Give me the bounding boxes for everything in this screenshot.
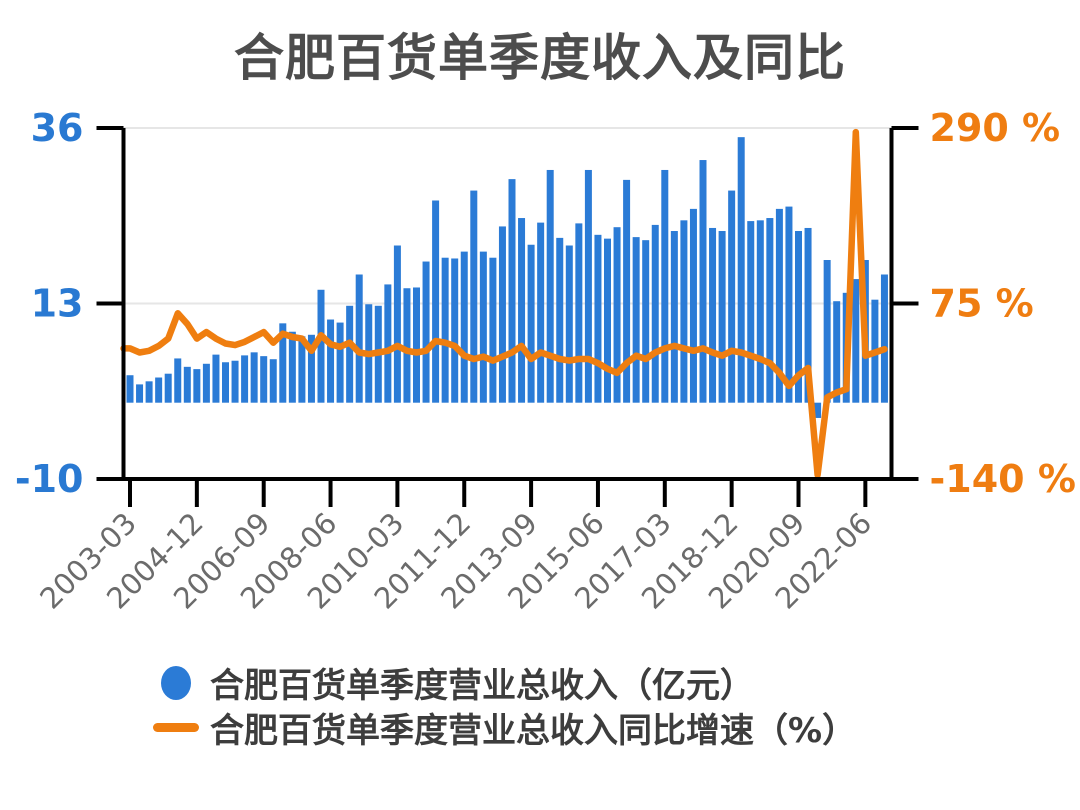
legend-item-growth[interactable]: 合肥百货单季度营业总收入同比增速（%） (150, 705, 857, 751)
revenue-bar (689, 208, 697, 403)
revenue-bar (584, 169, 592, 403)
revenue-bar (880, 274, 888, 403)
revenue-bar (451, 258, 459, 403)
legend-label-revenue: 合肥百货单季度营业总收入（亿元） (210, 666, 754, 706)
revenue-bar (422, 261, 430, 403)
revenue-bar (346, 305, 354, 403)
revenue-bar (498, 226, 506, 403)
left-axis-label: 36 (31, 106, 84, 150)
legend-label-growth: 合肥百货单季度营业总收入同比增速（%） (210, 711, 857, 751)
revenue-bar (747, 221, 755, 403)
revenue-bar (193, 369, 201, 403)
revenue-bar (441, 257, 449, 403)
revenue-bar (413, 287, 420, 403)
revenue-bar (384, 284, 392, 403)
growth-line (120, 128, 888, 479)
chart-title: 合肥百货单季度收入及同比 (234, 29, 846, 87)
revenue-bar (136, 384, 144, 403)
revenue-circle-icon (161, 665, 191, 700)
right-axis-label: -140 % (930, 457, 1076, 501)
right-axis-label: 290 % (930, 106, 1061, 150)
revenue-bar (288, 331, 296, 403)
revenue-bar (833, 301, 841, 403)
revenue-bar (432, 200, 440, 403)
revenue-bar (202, 363, 210, 403)
revenue-bar (680, 220, 688, 403)
left-axis-label: 13 (31, 282, 84, 326)
revenue-bar (604, 238, 611, 403)
revenue-bar (642, 240, 650, 403)
marker-box (150, 665, 202, 700)
revenue-bar (718, 231, 726, 403)
revenue-bar (632, 237, 640, 403)
revenue-bar (728, 190, 736, 403)
revenue-bar (307, 334, 315, 403)
revenue-bar (279, 323, 287, 403)
revenue-bar (795, 231, 802, 403)
revenue-bar (670, 231, 678, 403)
revenue-bar (393, 245, 401, 403)
revenue-bar (403, 288, 411, 403)
revenue-bar (556, 237, 564, 403)
left-axis-label: -10 (15, 457, 84, 501)
revenue-bar (546, 169, 554, 403)
revenue-bar (651, 224, 659, 403)
revenue-bar (508, 179, 516, 403)
revenue-bar (470, 190, 478, 403)
revenue-bar (174, 358, 182, 403)
revenue-bar (336, 322, 344, 403)
right-axis-label: 75 % (930, 282, 1034, 326)
growth-line-icon (153, 723, 199, 732)
revenue-bar (317, 289, 325, 403)
revenue-bar (155, 377, 163, 403)
revenue-bar (269, 359, 277, 403)
revenue-bar (785, 206, 793, 403)
revenue-bar (145, 381, 153, 403)
revenue-bar (241, 355, 249, 403)
revenue-bar (260, 356, 268, 403)
legend: 合肥百货单季度营业总收入（亿元） 合肥百货单季度营业总收入同比增速（%） (150, 660, 857, 751)
revenue-bar (699, 160, 707, 403)
revenue-bar (575, 223, 583, 403)
revenue-bar (756, 220, 764, 403)
revenue-bar (623, 179, 631, 403)
revenue-bar (852, 279, 860, 403)
legend-item-revenue[interactable]: 合肥百货单季度营业总收入（亿元） (150, 660, 856, 706)
revenue-bar (766, 218, 774, 403)
revenue-bar (613, 227, 621, 403)
revenue-bar (298, 336, 306, 403)
revenue-bar (823, 260, 831, 403)
revenue-bar (355, 274, 363, 403)
revenue-bar (460, 251, 468, 403)
revenue-bar (594, 234, 602, 403)
revenue-bar (327, 319, 335, 403)
revenue-bar (814, 402, 822, 418)
revenue-bar (565, 245, 573, 403)
revenue-bar (537, 222, 545, 403)
revenue-bar (489, 257, 497, 403)
revenue-bar (183, 366, 191, 403)
revenue-bar (222, 362, 229, 403)
revenue-bar (250, 352, 258, 403)
revenue-bar (775, 208, 783, 403)
revenue-bar (737, 137, 745, 403)
revenue-bar (479, 251, 487, 403)
revenue-bar (126, 375, 134, 403)
revenue-bar (212, 354, 220, 403)
revenue-bar (709, 227, 717, 403)
revenue-bar (804, 227, 812, 403)
revenue-bar (518, 218, 526, 403)
revenue-bar (661, 169, 669, 403)
revenue-bar (231, 360, 239, 403)
marker-box (150, 723, 202, 732)
revenue-bar (527, 244, 535, 403)
revenue-bar (164, 373, 172, 403)
